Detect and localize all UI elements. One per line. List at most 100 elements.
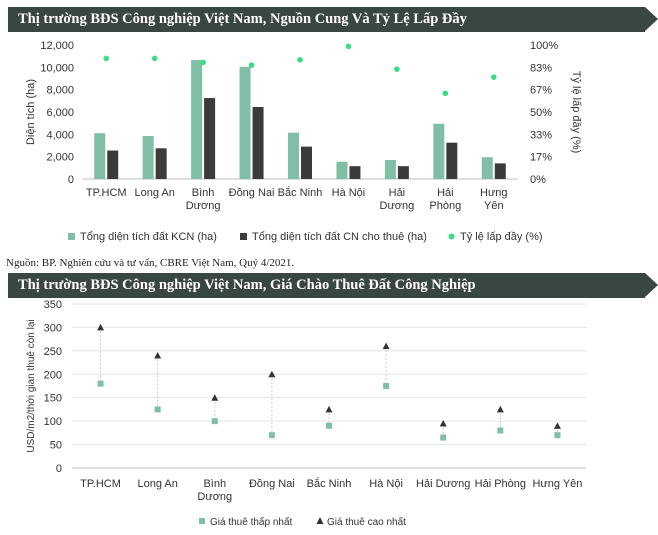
legend-label: Tổng diện tích đất KCN (ha): [80, 231, 217, 243]
occupancy-point: [442, 90, 449, 97]
min-price-point: [554, 432, 561, 439]
bar-leased-area: [446, 142, 458, 179]
y2-tick-label: 100%: [530, 40, 558, 52]
bar-leased-area: [155, 148, 167, 179]
x-tick-label: Hải: [437, 187, 454, 199]
x-tick-label: Dương: [380, 200, 415, 212]
y-tick-label: 2,000: [46, 152, 74, 164]
occupancy-point: [297, 56, 303, 63]
legend-label: Giá thuê cao nhất: [327, 516, 406, 528]
chart1-title: Thị trường BĐS Công nghiệp Việt Nam, Ngu…: [18, 11, 467, 27]
y-axis-label: Diện tích (ha): [25, 79, 37, 145]
x-tick-label: Hà Nội: [369, 478, 403, 490]
x-tick-label: Hải Dương: [416, 478, 470, 490]
y2-tick-label: 50%: [530, 107, 552, 119]
max-price-point: [97, 323, 105, 331]
legend-swatch: [68, 233, 75, 240]
occupancy-point: [490, 74, 497, 80]
bar-total-area: [433, 123, 445, 179]
chart2-title: Thị trường BĐS Công nghiệp Việt Nam, Giá…: [18, 277, 476, 293]
occupancy-point: [345, 43, 352, 50]
legend-swatch: [199, 518, 205, 524]
occupancy-point: [248, 62, 255, 68]
x-tick-label: Long An: [134, 187, 174, 199]
chart2-title-banner: Thị trường BĐS Công nghiệp Việt Nam, Giá…: [8, 273, 658, 298]
bar-total-area: [288, 132, 299, 179]
min-price-point: [383, 383, 390, 389]
bar-total-area: [481, 157, 493, 179]
x-tick-label: Bình: [192, 187, 215, 199]
supply-occupancy-chart: 0 2,000 4,000 6,000 8,000 10,000 12,000 0% 17% 33…: [25, 40, 582, 243]
x-tick-label: Long An: [137, 478, 177, 490]
y-tick-label: 4,000: [46, 129, 74, 141]
max-price-point: [382, 342, 390, 350]
x-tick-label: TP.HCM: [80, 478, 121, 490]
bar-leased-area: [397, 166, 409, 179]
y2-tick-label: 0%: [530, 174, 546, 186]
bar-leased-area: [204, 98, 216, 179]
x-tick-label: Bắc Ninh: [278, 186, 323, 199]
x-tick-label: Phòng: [429, 200, 461, 212]
max-price-point: [496, 405, 504, 413]
occupancy-point: [394, 66, 400, 72]
legend-swatch: [240, 233, 247, 240]
occupancy-point: [103, 55, 110, 62]
max-price-point: [325, 405, 333, 413]
x-tick-label: Hưng Yên: [532, 478, 582, 490]
y-tick-label: 300: [44, 322, 62, 334]
min-price-point: [268, 432, 275, 439]
bar-total-area: [336, 161, 348, 179]
y2-axis-label: Tỷ lệ lấp đầy (%): [570, 71, 582, 154]
y-tick-label: 200: [44, 369, 62, 381]
occupancy-point: [200, 59, 206, 66]
min-price-point: [154, 406, 161, 413]
x-tick-label: Hải: [389, 187, 406, 199]
x-tick-label: Dương: [197, 491, 232, 503]
y-tick-label: 100: [44, 416, 62, 428]
bar-total-area: [191, 60, 203, 180]
y-tick-label: 150: [44, 393, 62, 405]
y-tick-label: 250: [44, 346, 62, 358]
x-tick-label: Hải Phòng: [475, 478, 526, 490]
y-tick-label: 0: [68, 174, 74, 186]
legend-swatch: [316, 517, 324, 524]
legend-label: Tỷ lệ lấp đầy (%): [460, 231, 543, 243]
y-tick-label: 8,000: [46, 85, 74, 97]
bar-total-area: [239, 66, 251, 179]
min-price-point: [497, 427, 504, 434]
legend-label: Giá thuê thấp nhất: [210, 516, 293, 528]
min-price-point: [97, 380, 104, 387]
bar-total-area: [142, 136, 154, 179]
x-tick-label: Bình: [203, 478, 226, 490]
x-tick-label: TP.HCM: [86, 187, 127, 199]
y2-tick-label: 67%: [530, 85, 552, 97]
x-tick-label: Dương: [186, 200, 221, 212]
x-tick-label: Đồng Nai: [229, 187, 275, 199]
min-price-point: [440, 434, 447, 441]
min-price-point: [211, 418, 218, 425]
x-tick-label: Bắc Ninh: [307, 477, 352, 490]
y2-tick-label: 33%: [530, 129, 552, 141]
max-price-point: [268, 370, 276, 378]
bar-leased-area: [252, 106, 264, 179]
x-tick-label: Đồng Nai: [249, 478, 295, 490]
y-tick-label: 50: [50, 440, 62, 452]
y2-tick-label: 83%: [530, 62, 552, 74]
max-price-point: [154, 352, 162, 359]
occupancy-point: [151, 55, 158, 62]
source-note: Nguồn: BP. Nghiên cứu và tư vấn, CBRE Vi…: [6, 257, 295, 269]
x-tick-label: Yên: [484, 200, 504, 212]
y-tick-label: 6,000: [46, 107, 74, 119]
bar-total-area: [384, 160, 396, 179]
rental-price-chart: 0 50 100 150 200 250 300 350 USD/m2/thời gian th…: [26, 299, 586, 528]
bar-leased-area: [107, 150, 119, 179]
chart1-title-banner: Thị trường BĐS Công nghiệp Việt Nam, Ngu…: [8, 7, 658, 32]
bar-total-area: [94, 133, 106, 179]
y-tick-label: 12,000: [40, 40, 74, 52]
bar-leased-area: [494, 163, 506, 179]
legend-swatch: [448, 233, 455, 240]
min-price-point: [326, 422, 332, 429]
y-tick-label: 0: [56, 463, 62, 475]
legend-label: Tổng diện tích đất CN cho thuê (ha): [252, 231, 427, 243]
y-tick-label: 10,000: [40, 62, 74, 74]
